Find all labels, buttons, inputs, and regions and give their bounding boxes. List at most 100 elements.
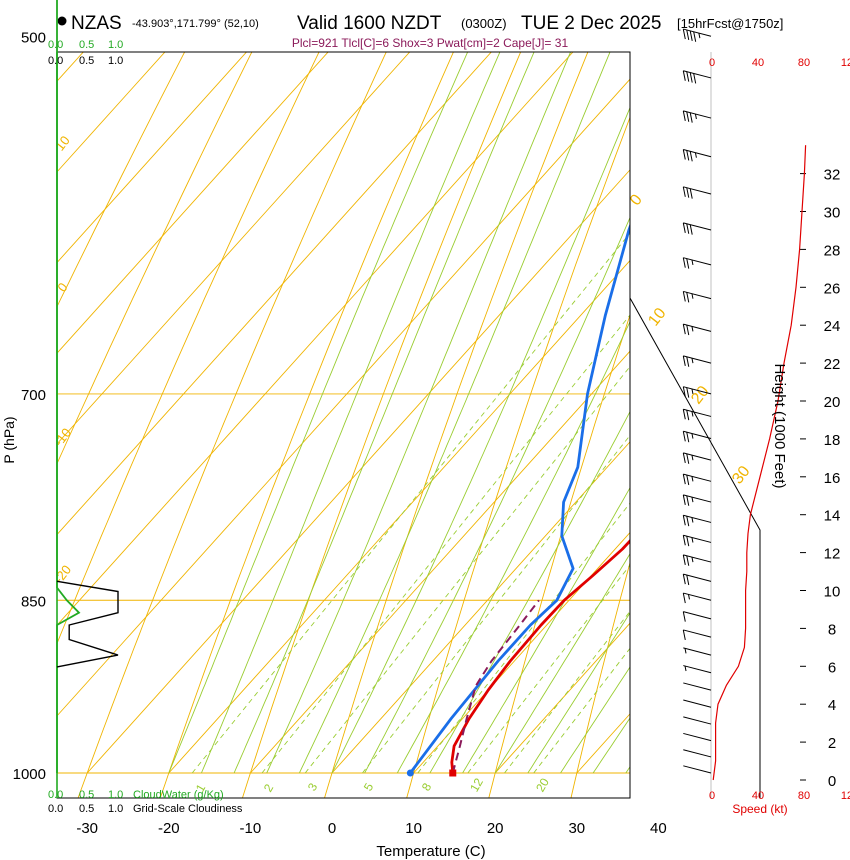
- wind-barb-feather: [682, 535, 686, 546]
- wind-barb-staff: [683, 290, 712, 300]
- height-tick-label: 6: [828, 659, 836, 676]
- wind-barb: [682, 573, 712, 586]
- wind-barb-feather: [686, 258, 690, 269]
- wind-barb-feather: [693, 31, 697, 42]
- temperature-tick-label: 10: [405, 820, 422, 837]
- wind-barb-feather: [682, 324, 686, 335]
- wind-barb-feather: [686, 574, 690, 586]
- wind-barb-half-feather: [691, 259, 694, 266]
- wind-barb-half-feather: [691, 433, 694, 439]
- bottom-green-scale-0: 0.0: [48, 789, 63, 801]
- wind-barb-half-feather: [684, 648, 687, 654]
- pressure-tick-label: 850: [21, 593, 46, 610]
- height-tick-label: 20: [824, 394, 841, 411]
- wind-barb: [683, 749, 712, 758]
- moist-adiabat: [527, 612, 630, 774]
- wind-barb-staff: [683, 186, 712, 195]
- wind-panel: 0246810121416182022242628303200404080801…: [629, 28, 850, 816]
- isotherm-line: [331, 441, 630, 774]
- wind-barb-half-feather: [694, 152, 697, 158]
- height-tick-label: 14: [824, 508, 841, 525]
- bottom-green-scale-2: 1.0: [108, 789, 123, 801]
- wind-barb-feather: [682, 257, 686, 268]
- wind-barb-half-feather: [691, 497, 694, 503]
- wind-barb-feather: [686, 71, 690, 82]
- wind-barb: [682, 222, 712, 235]
- wind-barb-staff: [683, 149, 712, 158]
- wind-barb: [682, 629, 712, 641]
- wind-barb: [682, 149, 712, 162]
- dry-adiabat: [324, 52, 589, 798]
- wind-barb-feather: [682, 28, 686, 40]
- wind-barb-staff: [683, 452, 712, 461]
- wind-barb-staff: [683, 699, 712, 708]
- mixing-ratio-line: [467, 564, 630, 774]
- cloudwater-label: CloudWater (g/Kg): [133, 789, 224, 801]
- temperature-tick-label: 20: [487, 820, 504, 837]
- wind-barb: [682, 355, 712, 367]
- wind-barb-staff: [683, 765, 712, 774]
- wind-barb-feather: [686, 474, 690, 486]
- mixing-ratio-line: [261, 314, 630, 774]
- height-tick-label: 10: [824, 584, 841, 601]
- height-tick-label: 4: [828, 697, 836, 714]
- axes: Temperature (C) P (hPa) 2503004005007008…: [1, 29, 667, 860]
- height-tick-label: 32: [824, 167, 841, 184]
- wind-barb: [682, 70, 712, 84]
- wind-barb-feather: [686, 536, 690, 547]
- height-axis-label: Height (1000 Feet): [771, 363, 788, 488]
- wind-barb-feather: [682, 110, 686, 121]
- wind-barb-staff: [683, 355, 712, 364]
- wind-barb-staff: [683, 749, 712, 758]
- wind-barb: [683, 716, 712, 725]
- speed-tick-label-bottom: 80: [798, 790, 810, 802]
- bottom-black-scale-1: 0.5: [79, 803, 94, 815]
- wind-barb-staff: [683, 534, 712, 543]
- pressure-tick-label: 500: [21, 29, 46, 46]
- mixing-ratio-line: [504, 610, 630, 774]
- wind-barb-feather: [682, 452, 686, 464]
- wind-barb-feather: [686, 223, 690, 234]
- isotherm-line: [86, 169, 630, 774]
- wind-barb-feather: [686, 292, 690, 303]
- moist-adiabat: [168, 52, 469, 774]
- pressure-tick-label: 1000: [13, 766, 46, 783]
- mixing-ratio-label: 20: [533, 775, 552, 794]
- wind-barb: [682, 534, 712, 547]
- wind-barb-feather: [686, 356, 690, 367]
- header: NZAS -43.903°,171.799° (52,10) Valid 160…: [57, 13, 783, 50]
- wind-barb-feather: [682, 592, 686, 604]
- wind-barb-half-feather: [691, 326, 694, 332]
- dry-adiabat: [241, 52, 522, 798]
- moist-adiabat: [429, 410, 630, 774]
- wind-barb-staff: [683, 554, 712, 563]
- moist-adiabat: [200, 52, 501, 774]
- wind-barb-feather: [686, 432, 690, 443]
- wind-barb-feather: [686, 187, 690, 198]
- wind-barb-half-feather: [691, 293, 694, 299]
- wind-barb-feather: [689, 30, 693, 41]
- surface-temperature-marker: [449, 769, 457, 777]
- wind-barb-feather: [689, 224, 693, 235]
- speed-tick-label-top: 0: [709, 57, 715, 69]
- wind-barb-staff: [683, 110, 712, 119]
- cloudiness-label: Grid-Scale Cloudiness: [133, 803, 243, 815]
- moist-adiabat: [331, 106, 630, 774]
- height-tick-label: 8: [828, 621, 836, 638]
- wind-barb-staff: [683, 257, 712, 266]
- wind-barb: [682, 386, 712, 398]
- isotherm-line: [57, 78, 630, 717]
- wind-barb-staff: [683, 665, 712, 674]
- wind-barb-staff: [683, 473, 712, 482]
- wind-barb: [683, 732, 712, 742]
- wind-barb: [682, 110, 712, 123]
- mixing-ratio-line: [417, 502, 630, 774]
- mixing-ratio-label: 12: [467, 775, 486, 794]
- wind-barb-feather: [686, 495, 690, 506]
- wind-barb-feather: [682, 515, 686, 526]
- wind-barb: [682, 186, 712, 199]
- wind-barb-half-feather: [691, 455, 694, 461]
- moist-adiabat: [494, 552, 630, 774]
- top-green-scale-1: 0.5: [79, 39, 94, 51]
- wind-barb-half-feather: [691, 411, 694, 417]
